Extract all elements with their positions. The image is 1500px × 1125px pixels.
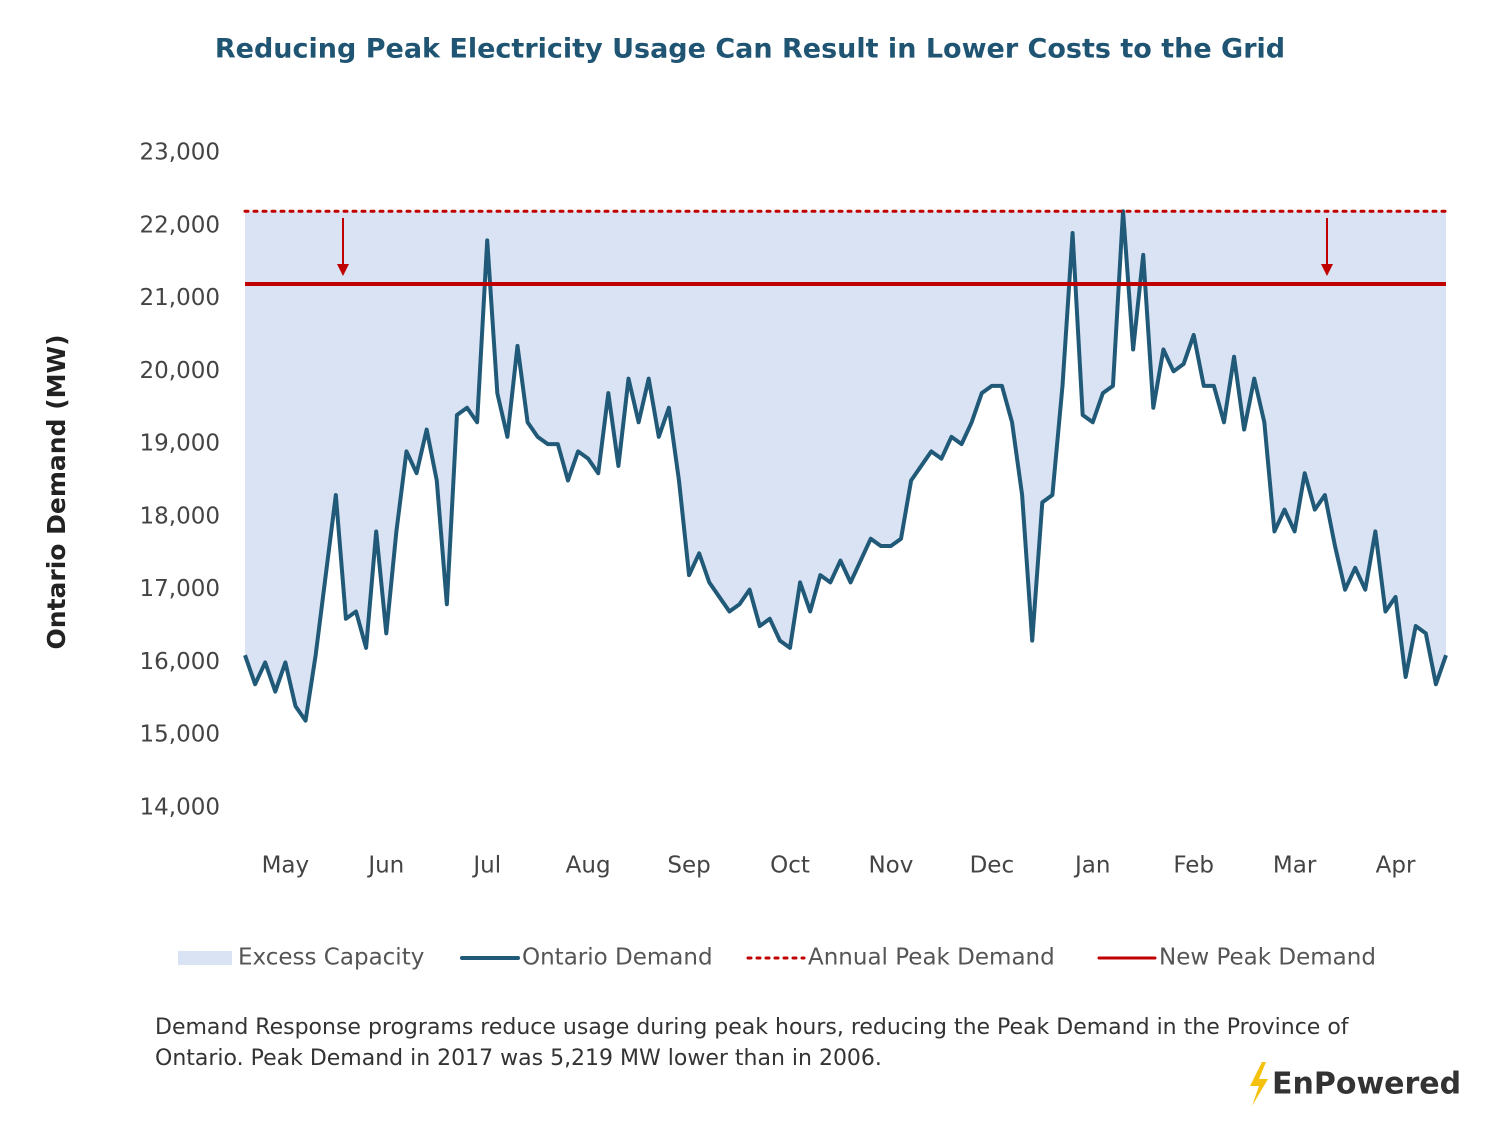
x-tick-label: Feb (1173, 853, 1214, 879)
logo-text: EnPowered (1272, 1067, 1461, 1102)
y-tick-label: 15,000 (140, 722, 220, 748)
x-tick-label: Jan (1073, 853, 1110, 879)
legend: Excess Capacity Ontario Demand Annual Peak… (178, 945, 1376, 971)
y-tick-label: 16,000 (140, 649, 220, 675)
y-tick-label: 14,000 (140, 795, 220, 821)
x-tick-label: Oct (770, 853, 810, 879)
logo: EnPowered (1250, 1062, 1461, 1106)
legend-label: Annual Peak Demand (808, 945, 1055, 971)
demand-line (243, 209, 1448, 723)
plot-area (243, 209, 1448, 723)
x-tick-label: May (262, 853, 310, 879)
x-tick-label: Sep (667, 853, 710, 879)
y-tick-label: 23,000 (140, 140, 220, 166)
legend-label: New Peak Demand (1159, 945, 1376, 971)
footnote: Demand Response programs reduce usage du… (155, 1015, 1349, 1071)
x-tick-label: Aug (566, 853, 611, 879)
legend-swatch (178, 951, 232, 965)
y-axis-label: Ontario Demand (MW) (42, 335, 71, 650)
excess-capacity-area (245, 211, 1446, 721)
x-tick-label: Apr (1376, 853, 1416, 879)
arrow-head (1321, 264, 1333, 276)
x-tick-label: Nov (868, 853, 913, 879)
y-tick-label: 22,000 (140, 212, 220, 238)
x-tick-label: Jul (471, 853, 501, 879)
logo-bolt (1250, 1062, 1268, 1106)
legend-label: Excess Capacity (238, 945, 424, 971)
y-tick-label: 20,000 (140, 358, 220, 384)
legend-label: Ontario Demand (522, 945, 713, 971)
y-tick-label: 19,000 (140, 431, 220, 457)
y-tick-label: 17,000 (140, 576, 220, 602)
x-tick-label: Dec (970, 853, 1015, 879)
chart-title: Reducing Peak Electricity Usage Can Resu… (215, 34, 1285, 65)
y-tick-label: 18,000 (140, 503, 220, 529)
arrows (337, 218, 1333, 276)
arrow-head (337, 264, 349, 276)
x-tick-label: Jun (366, 853, 404, 879)
x-tick-label: Mar (1273, 853, 1317, 879)
y-tick-label: 21,000 (140, 285, 220, 311)
